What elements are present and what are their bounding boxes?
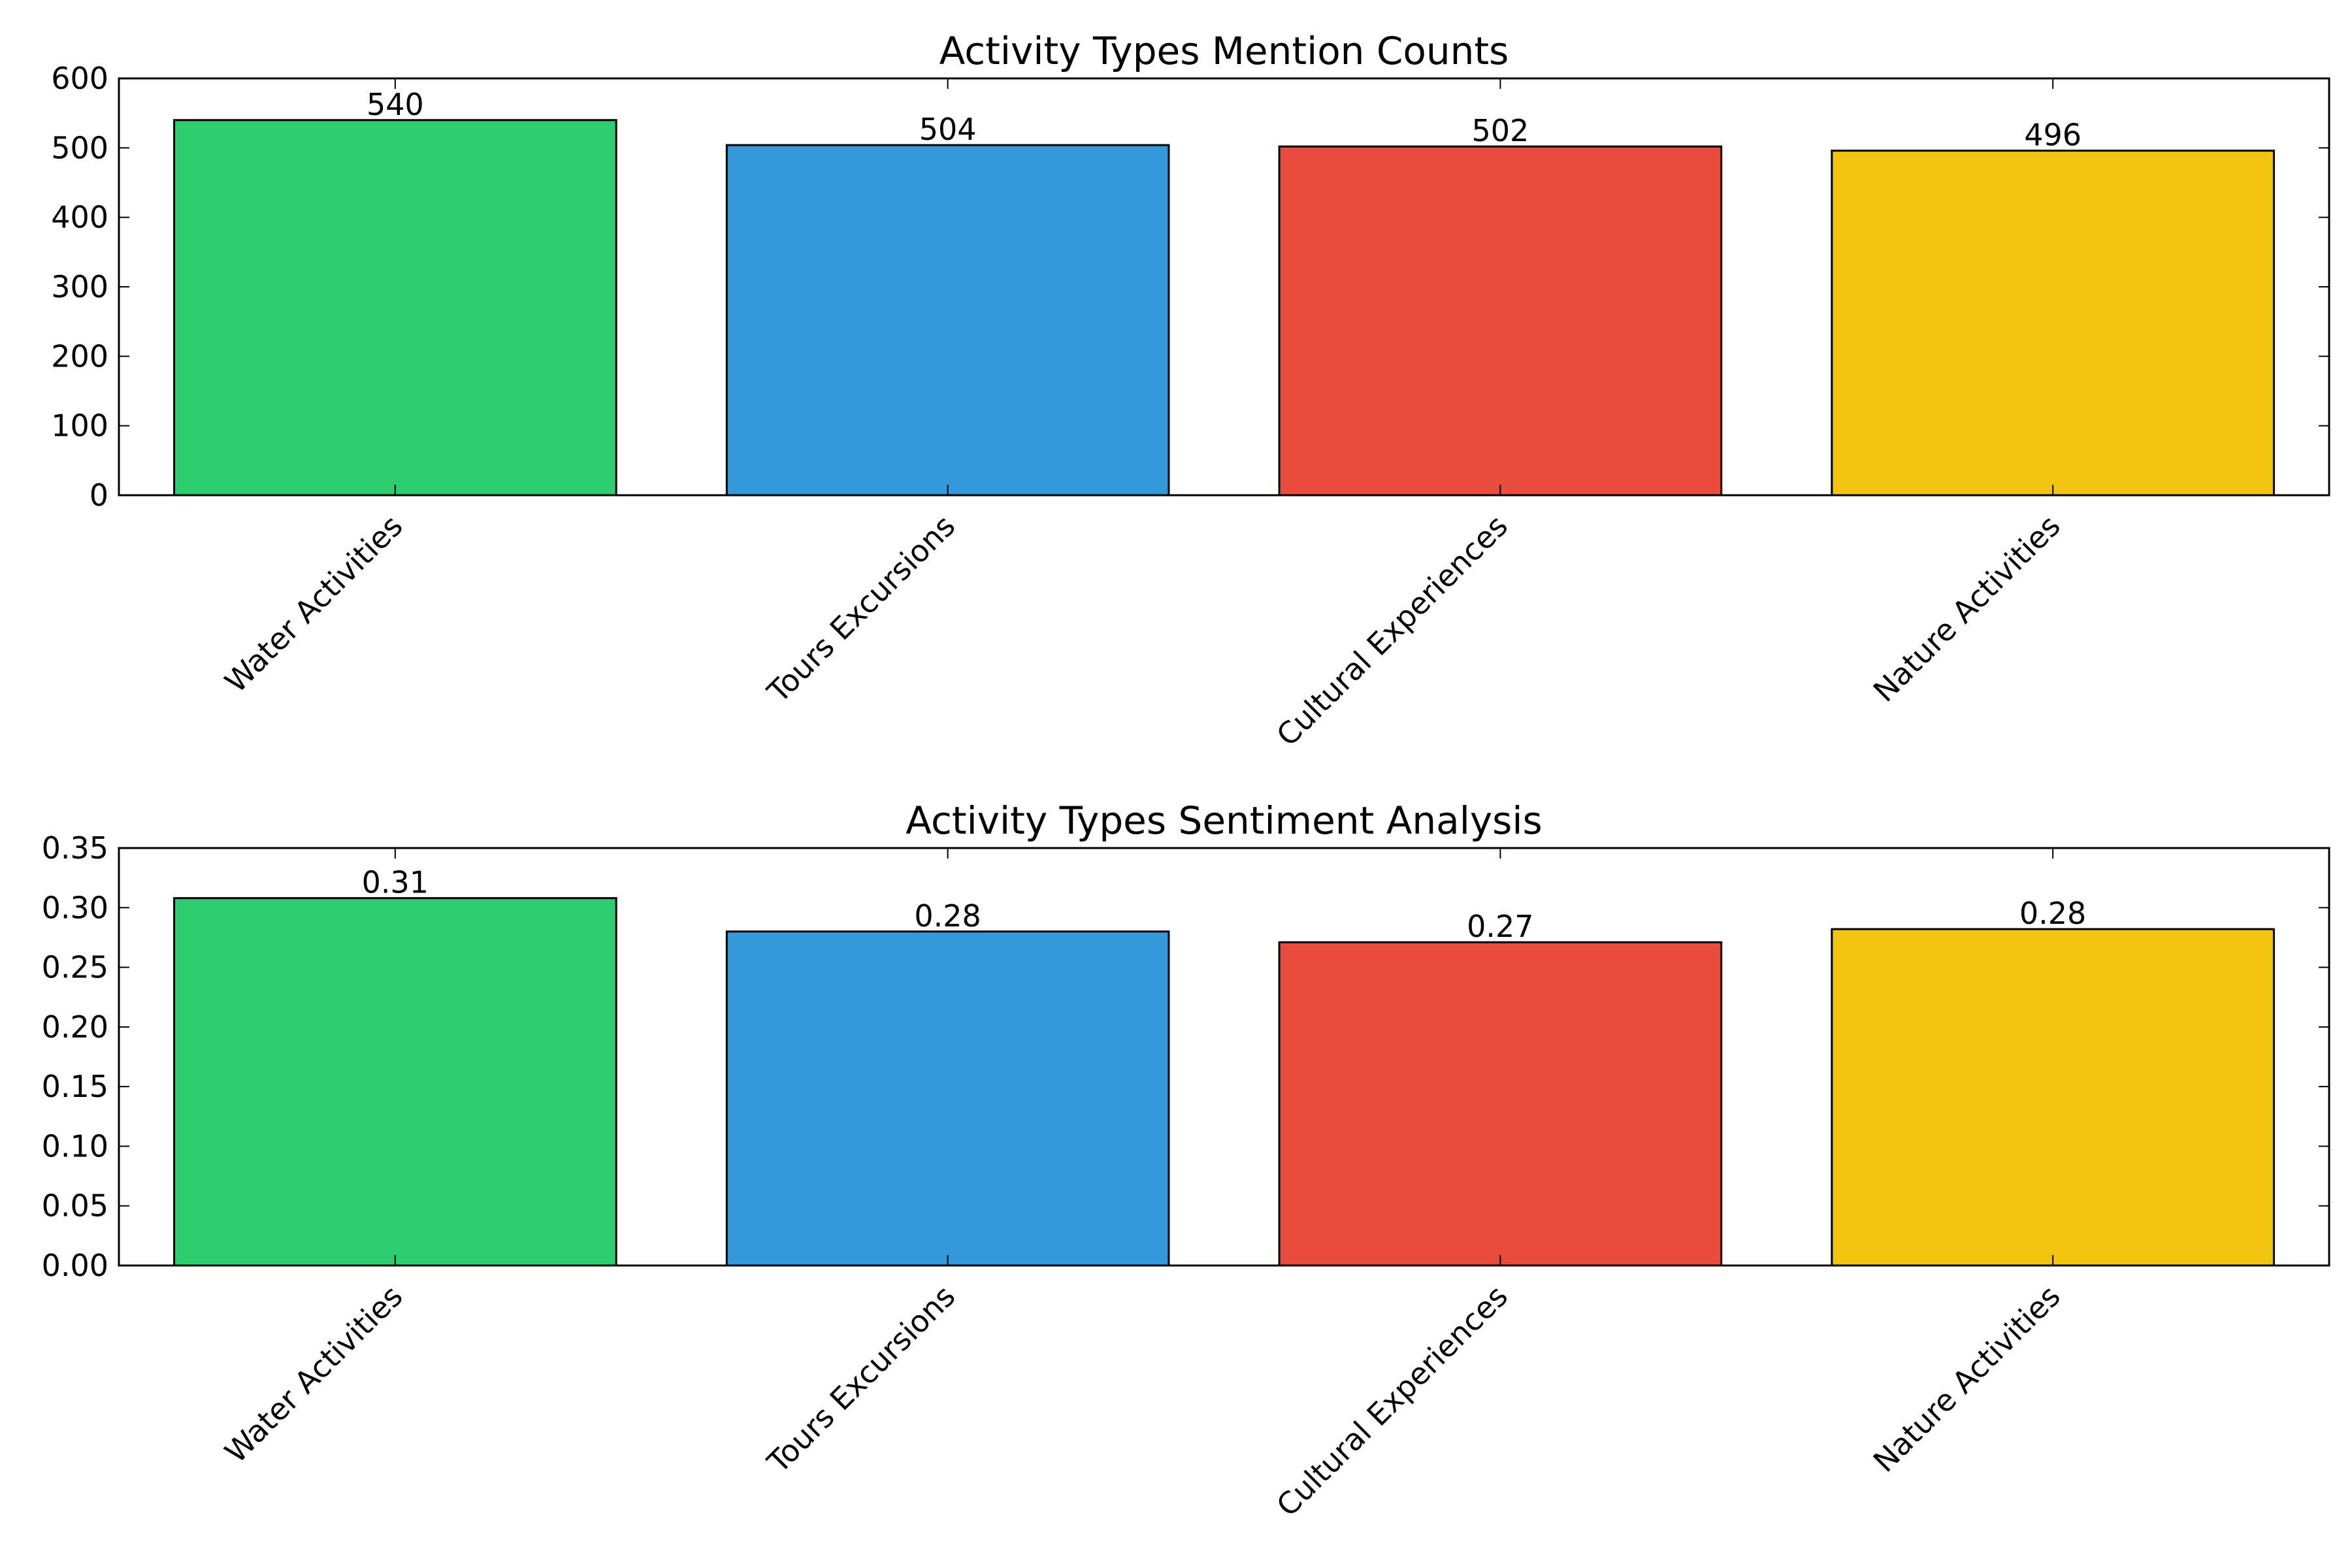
y-tick-label: 0.15 [42,1069,108,1104]
bar-value-label: 0.28 [914,898,981,934]
x-tick-label: Tours Excursions [760,1279,962,1480]
bar-value-label: 0.27 [1467,909,1533,944]
sentiment-analysis-panel: Activity Types Sentiment Analysis 0.31 Wat… [42,798,2330,1524]
bar-value-label: 540 [367,87,424,122]
y-tick-label: 0 [90,478,108,513]
y-tick-label: 100 [51,408,108,444]
x-tick-label: Tours Excursions [760,508,962,710]
x-tick-label: Nature Activities [1867,508,2067,709]
mention-counts-panel: Activity Types Mention Counts 540 Water Ac… [51,29,2330,753]
bar-value-label: 504 [919,112,977,147]
y-tick-label: 0.20 [42,1009,108,1045]
bar [173,897,617,1267]
x-tick-label: Water Activities [218,1279,410,1470]
x-tick-label: Nature Activities [1867,1279,2067,1479]
y-tick-label: 500 [51,130,108,165]
x-tick-label: Cultural Experiences [1269,508,1514,753]
bar-value-label: 0.28 [2019,896,2086,931]
y-tick-label: 0.00 [42,1248,108,1283]
y-tick-label: 0.30 [42,890,108,925]
y-tick-label: 300 [51,269,108,304]
bar [173,119,617,497]
bar-value-label: 502 [1471,113,1529,148]
y-tick-label: 0.35 [42,830,108,866]
axes-frame [118,77,2330,497]
x-tick-label: Water Activities [218,508,410,700]
axes-frame [118,847,2330,1267]
x-tick-label: Cultural Experiences [1269,1279,1514,1524]
bar-value-label: 496 [2024,118,2082,153]
bar [725,144,1170,497]
bar [725,930,1170,1267]
chart-title: Activity Types Mention Counts [939,29,1509,73]
bar [1831,928,2275,1267]
y-tick-label: 400 [51,200,108,235]
chart-title: Activity Types Sentiment Analysis [906,798,1542,843]
bar [1278,145,1723,497]
y-tick-label: 200 [51,338,108,374]
bar-value-label: 0.31 [362,865,429,900]
y-tick-label: 0.10 [42,1128,108,1164]
y-tick-label: 0.05 [42,1188,108,1224]
bar [1278,941,1723,1267]
y-tick-label: 600 [51,61,108,96]
bar [1831,150,2275,497]
y-tick-label: 0.25 [42,950,108,985]
